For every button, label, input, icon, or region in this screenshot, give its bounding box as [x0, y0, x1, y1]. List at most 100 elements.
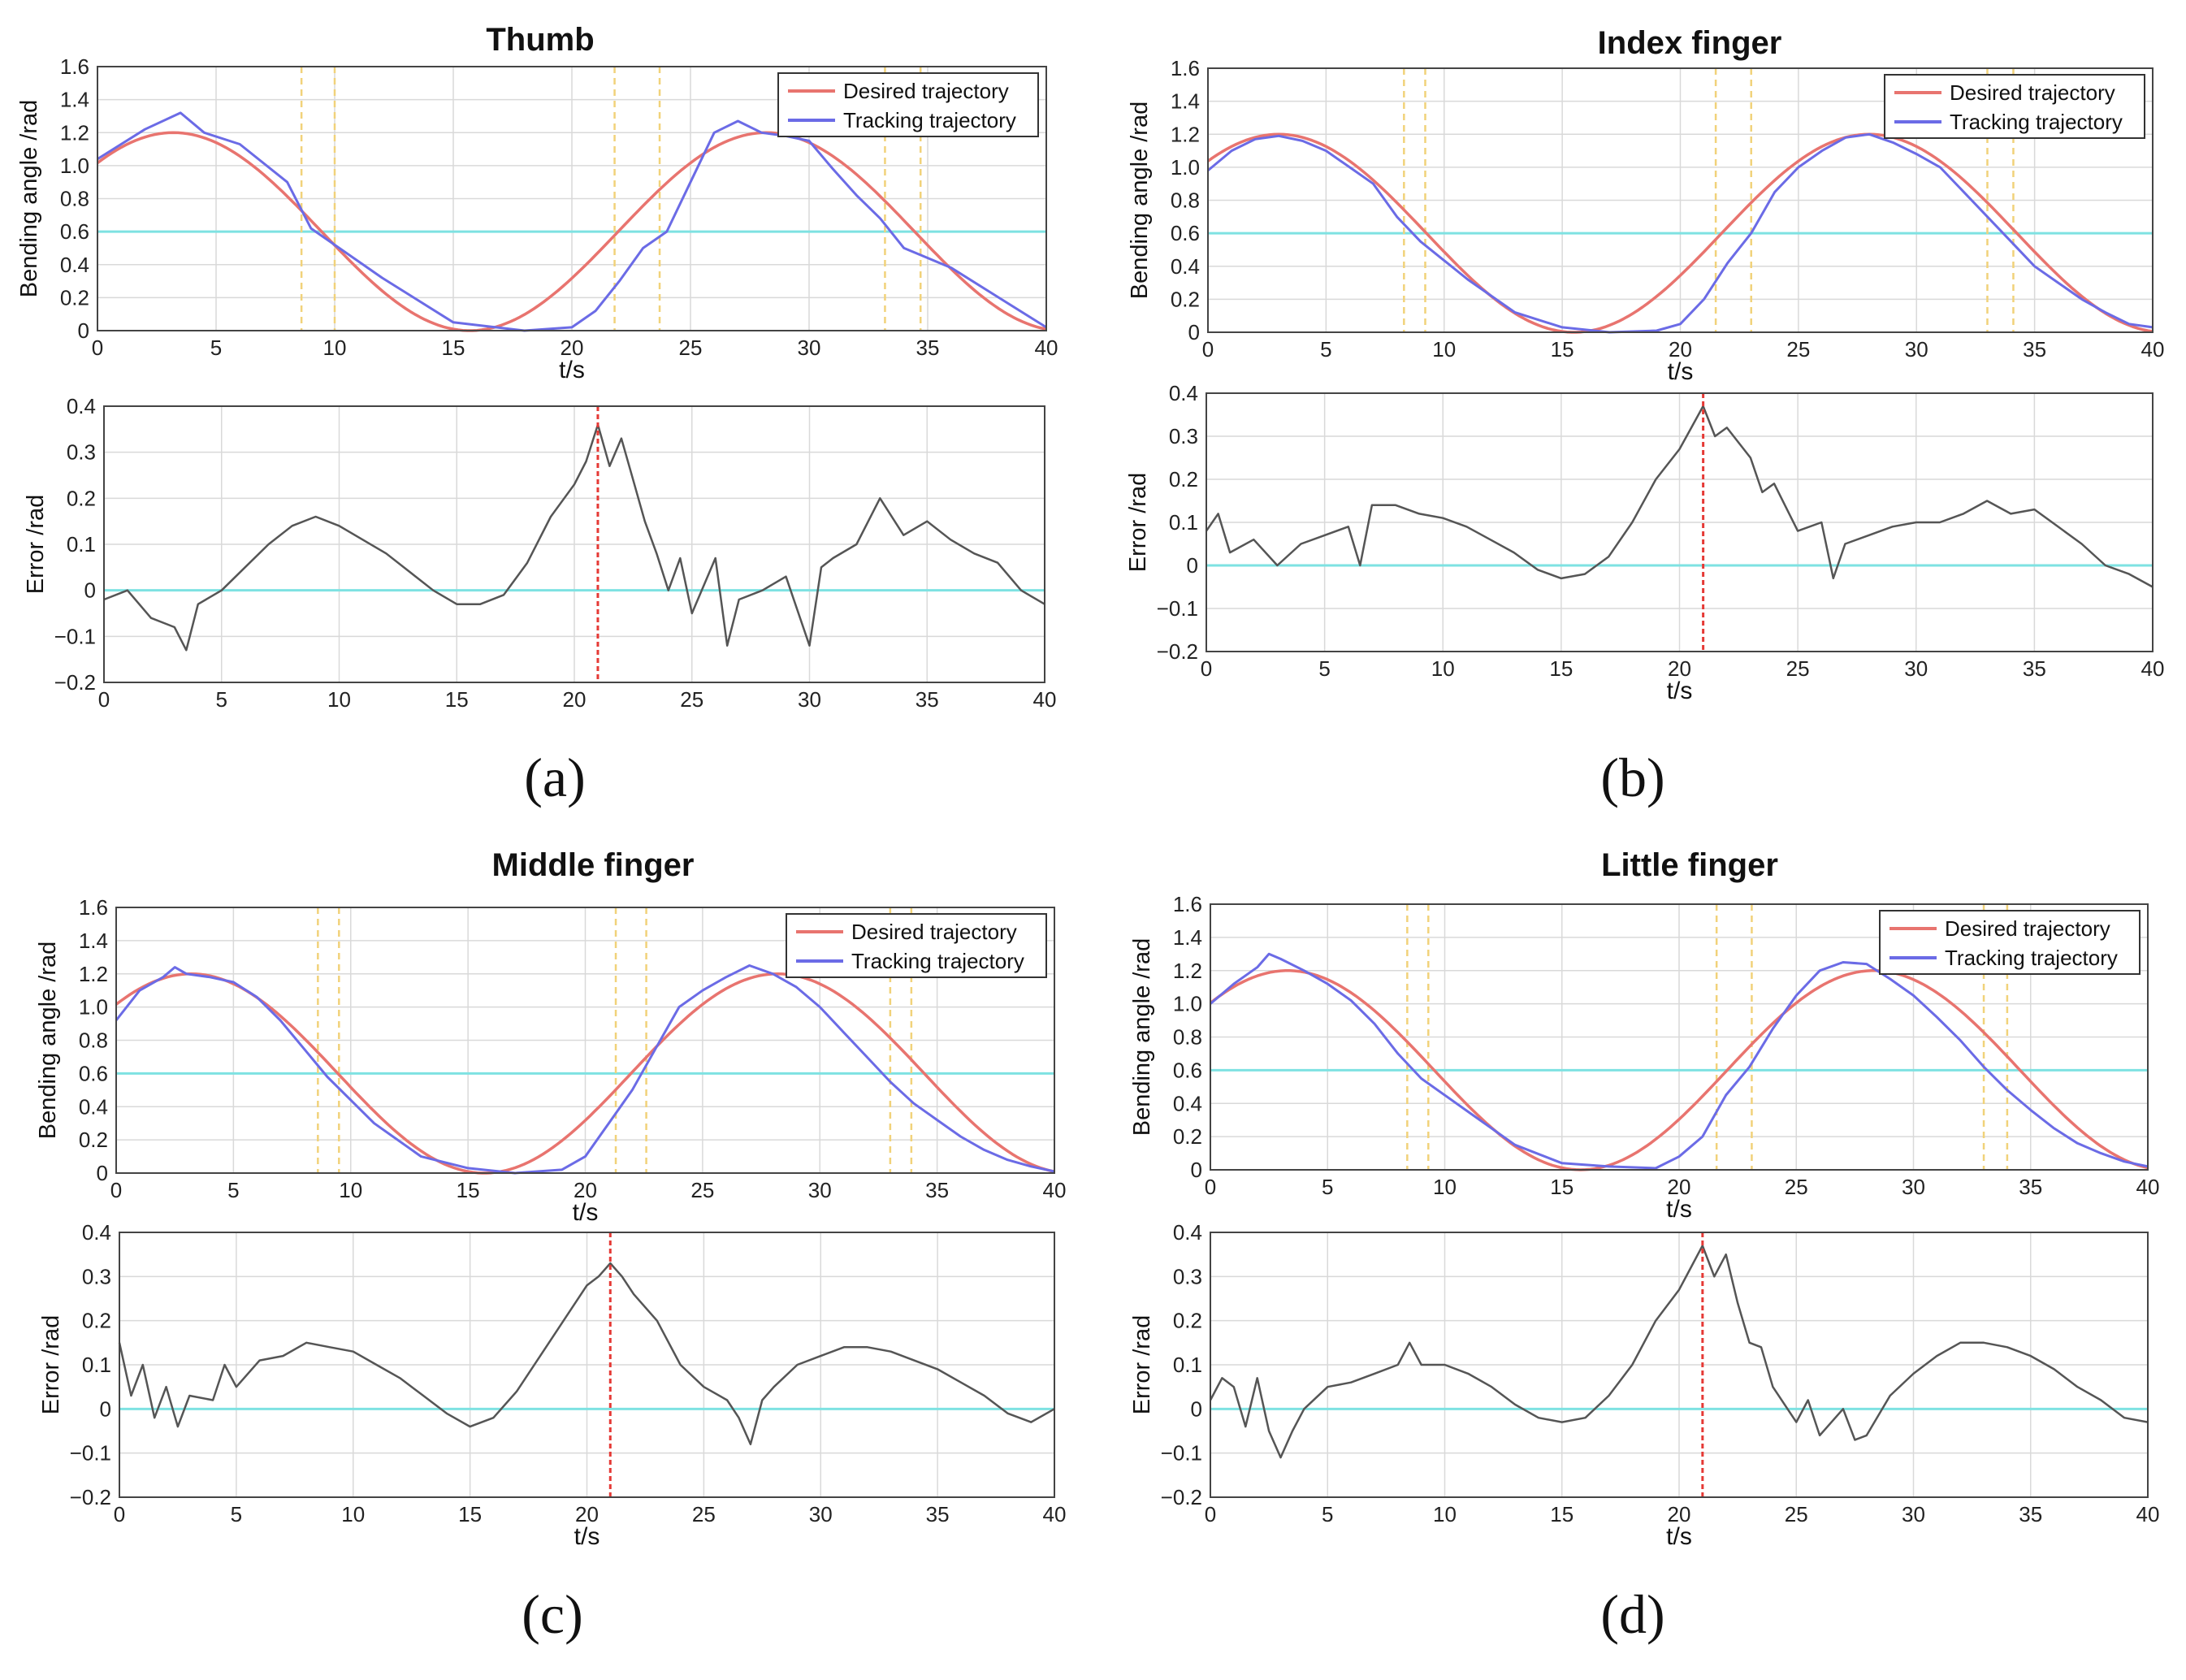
error-x-tick-label: 0 [1201, 656, 1212, 681]
error-plot: 0 5 10 15 20 25 30 35 40 −0.2 −0.1 0 0.1 0.2 0.3 0.4 Err… [23, 394, 1056, 712]
trajectory-y-tick-label: 1.6 [79, 895, 108, 920]
subfigure-label: (a) [524, 747, 585, 808]
desired-trajectory-line [96, 131, 1047, 332]
error-y-tick-label: −0.2 [1157, 639, 1198, 664]
error-frame [119, 1232, 1055, 1498]
trajectory-x-tick-label: 30 [1902, 1175, 1925, 1199]
trajectory-y-tick-label: 1.0 [1171, 155, 1200, 180]
error-y-tick-label: 0.4 [1173, 1220, 1202, 1245]
error-y-axis-label: Error /rad [1129, 1315, 1155, 1414]
error-x-tick-label: 20 [1668, 656, 1691, 681]
panel-title: Little finger [1601, 847, 1778, 883]
error-y-tick-label: −0.1 [1157, 596, 1198, 621]
error-y-tick-label: −0.2 [54, 670, 96, 695]
error-x-tick-label: 20 [563, 687, 587, 712]
trajectory-x-tick-label: 30 [808, 1178, 832, 1202]
error-y-tick-label: 0.2 [1169, 467, 1198, 491]
trajectory-y-tick-label: 0.6 [1171, 221, 1200, 245]
trajectory-y-tick-label: 0.8 [1171, 188, 1200, 213]
error-x-tick-label: 25 [1785, 1502, 1808, 1526]
trajectory-x-tick-label: 30 [1905, 337, 1928, 362]
error-y-tick-label: 0.3 [82, 1264, 111, 1288]
error-x-tick-label: 10 [1433, 1502, 1457, 1526]
legend: Desired trajectory Tracking trajectory [1884, 74, 2145, 139]
trajectory-y-axis-label: Bending angle /rad [35, 942, 61, 1139]
error-x-tick-label: 10 [1431, 656, 1455, 681]
subfigure-label: (b) [1600, 747, 1664, 808]
legend-box [777, 72, 1039, 137]
error-plot: 0 5 10 15 20 25 30 35 40 −0.2 −0.1 0 0.1 0.2 0.3 0.4 t/s… [1125, 381, 2164, 704]
legend-entry: Desired trajectory [851, 920, 1017, 944]
trajectory-x-tick-label: 20 [561, 336, 584, 360]
legend: Desired trajectory Tracking trajectory [786, 913, 1047, 978]
tracking-trajectory-line [1207, 132, 2154, 334]
error-x-tick-label: 35 [2019, 1502, 2042, 1526]
trajectory-x-tick-label: 20 [1669, 337, 1692, 362]
trajectory-y-tick-label: 1.6 [1173, 892, 1202, 916]
legend-box [1879, 910, 2141, 975]
error-y-tick-label: 0.1 [1173, 1353, 1202, 1377]
trajectory-y-tick-label: 0.2 [1171, 287, 1200, 311]
legend-box [1884, 74, 2145, 139]
trajectory-y-tick-label: 0.4 [1171, 254, 1200, 279]
error-y-tick-label: 0 [1191, 1396, 1202, 1421]
tracking-trajectory-line [115, 964, 1055, 1175]
trajectory-frame [1210, 903, 2149, 1171]
legend-entry: Desired trajectory [1950, 80, 2115, 105]
trajectory-y-tick-label: 1.0 [79, 995, 108, 1020]
error-y-tick-label: 0 [1187, 553, 1198, 578]
error-x-tick-label: 40 [2141, 656, 2165, 681]
error-y-axis-label: Error /rad [23, 495, 49, 594]
legend-entry: Desired trajectory [1945, 916, 2110, 941]
error-y-tick-label: −0.2 [70, 1485, 111, 1509]
error-x-tick-label: 35 [926, 1502, 950, 1526]
error-x-tick-label: 30 [809, 1502, 833, 1526]
trajectory-y-axis-label: Bending angle /rad [1127, 102, 1153, 299]
trajectory-frame [97, 66, 1047, 331]
legend-entry: Tracking trajectory [851, 949, 1024, 973]
error-line [103, 423, 1045, 652]
error-y-tick-label: 0.4 [82, 1220, 111, 1245]
panel-title: Index finger [1598, 25, 1782, 61]
trajectory-y-tick-label: 1.6 [1171, 56, 1200, 80]
tracking-trajectory-line [1210, 952, 2149, 1170]
trajectory-x-tick-label: 15 [442, 336, 465, 360]
trajectory-x-tick-label: 35 [916, 336, 940, 360]
legend: Desired trajectory Tracking trajectory [1879, 910, 2141, 975]
error-y-tick-label: 0.3 [67, 440, 96, 465]
trajectory-x-tick-label: 40 [1035, 336, 1058, 360]
error-x-tick-label: 0 [114, 1502, 125, 1526]
legend-entry: Tracking trajectory [1950, 110, 2123, 134]
error-y-axis-label: Error /rad [1125, 473, 1151, 572]
error-y-tick-label: 0.2 [82, 1309, 111, 1333]
trajectory-x-tick-label: 5 [1322, 1175, 1333, 1199]
trajectory-y-tick-label: 1.0 [60, 154, 89, 178]
trajectory-y-tick-label: 0.6 [79, 1061, 108, 1085]
error-frame [1206, 392, 2154, 652]
error-y-tick-label: −0.1 [70, 1441, 111, 1466]
legend-entry: Tracking trajectory [843, 108, 1016, 132]
trajectory-plot: 0 5 10 15 20 25 30 35 40 0 0.2 0.4 0.6 0.8 1.0 1.2 1.4 1.… [16, 54, 1058, 383]
trajectory-y-tick-label: 0.4 [1173, 1091, 1202, 1115]
error-x-tick-label: 20 [1668, 1502, 1691, 1526]
error-frame [1210, 1232, 2149, 1498]
error-y-tick-label: 0.3 [1169, 424, 1198, 448]
error-y-tick-label: 0.2 [1173, 1309, 1202, 1333]
error-y-axis-label: Error /rad [38, 1315, 64, 1414]
trajectory-x-axis-label: t/s [1666, 1196, 1692, 1223]
error-x-tick-label: 30 [1902, 1502, 1925, 1526]
trajectory-y-tick-label: 0.2 [1173, 1124, 1202, 1149]
legend: Desired trajectory Tracking trajectory [777, 72, 1039, 137]
desired-trajectory-line [1209, 969, 2149, 1171]
error-x-tick-label: 20 [575, 1502, 599, 1526]
trajectory-y-tick-label: 1.4 [1173, 925, 1202, 950]
error-x-tick-label: 25 [680, 687, 703, 712]
error-y-tick-label: 0 [84, 578, 96, 603]
error-x-tick-label: 30 [1904, 656, 1928, 681]
error-y-tick-label: 0.1 [1169, 510, 1198, 535]
trajectory-x-tick-label: 20 [1668, 1175, 1691, 1199]
trajectory-y-tick-label: 0.8 [79, 1028, 108, 1053]
error-x-tick-label: 35 [2023, 656, 2046, 681]
subfigure-label: (c) [522, 1583, 582, 1645]
